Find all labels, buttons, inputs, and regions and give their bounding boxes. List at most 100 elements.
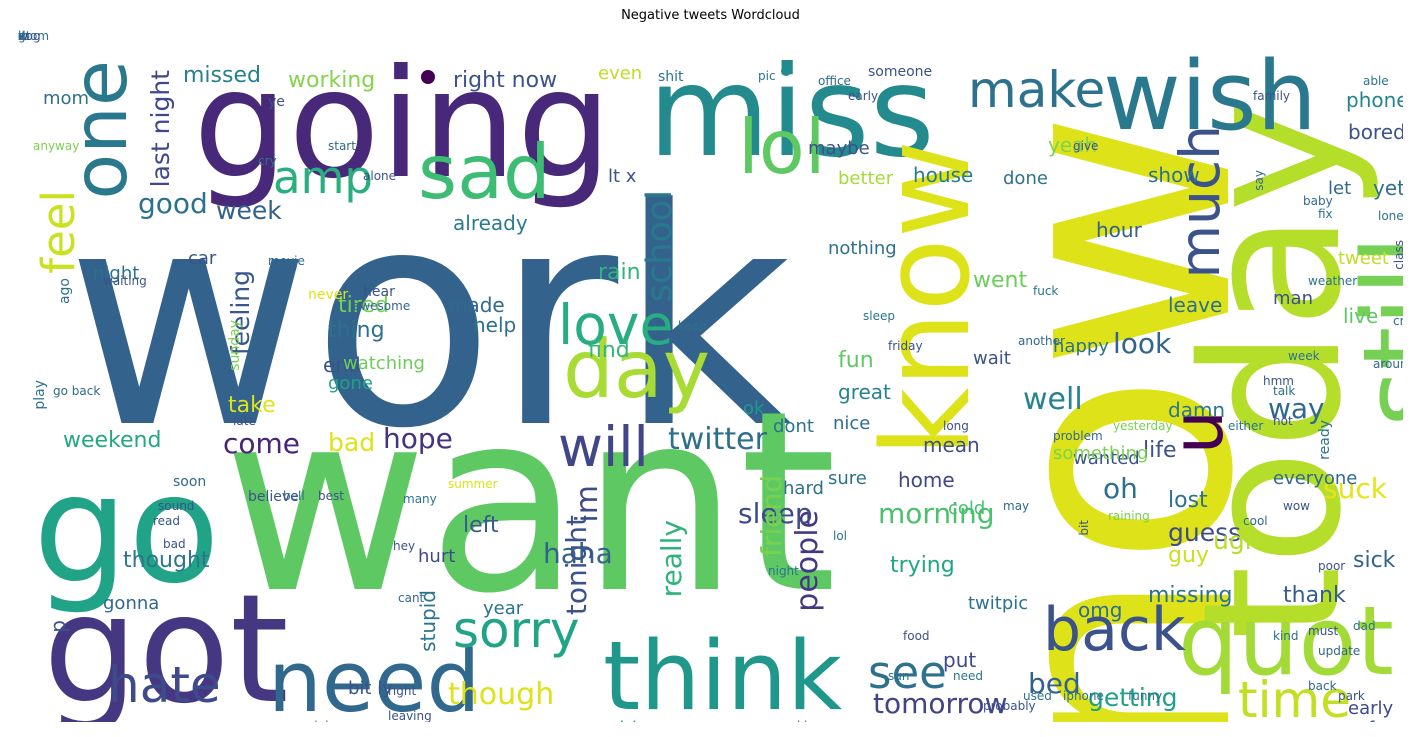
word-d: d bbox=[18, 30, 26, 43]
word-alone: alone bbox=[363, 169, 397, 183]
word-another: another bbox=[1018, 334, 1065, 348]
word-problem: problem bbox=[1053, 429, 1103, 443]
word-give: give bbox=[1073, 139, 1099, 153]
word-right: right bbox=[388, 684, 417, 698]
word-sleep: sleep bbox=[738, 497, 813, 530]
word-something: something bbox=[1053, 443, 1149, 464]
word-good: good bbox=[138, 187, 208, 220]
word-home: home bbox=[898, 468, 955, 492]
word-long: long bbox=[943, 419, 969, 433]
word-suck: suck bbox=[1323, 472, 1387, 505]
word-day: day bbox=[563, 323, 711, 416]
word-everyone: everyone bbox=[1273, 468, 1358, 489]
word-cool: cool bbox=[1243, 514, 1268, 528]
word-making: making bbox=[778, 720, 823, 722]
word-early: early bbox=[1348, 698, 1394, 719]
word-trying: trying bbox=[890, 553, 955, 578]
word-rain: rain bbox=[598, 260, 641, 285]
word-house: house bbox=[913, 163, 974, 187]
word-read: read bbox=[153, 514, 181, 528]
word-shit: shit bbox=[658, 69, 684, 85]
word-late: late bbox=[233, 414, 256, 428]
word-lol: lol bbox=[738, 103, 826, 191]
word-hear: hear bbox=[363, 284, 395, 300]
word-guy: guy bbox=[1168, 543, 1209, 568]
word-never: never bbox=[308, 287, 349, 303]
word-sure: sure bbox=[828, 468, 867, 489]
word-summer: summer bbox=[448, 477, 498, 491]
word-bell: bell bbox=[283, 489, 305, 503]
word-thank: thank bbox=[1283, 583, 1346, 608]
word-dad: dad bbox=[1353, 619, 1376, 633]
word-even: even bbox=[598, 63, 643, 84]
word-need: need bbox=[953, 669, 983, 683]
word-really: really bbox=[655, 520, 688, 598]
word-back: back bbox=[1043, 595, 1186, 665]
word-miss: miss bbox=[648, 40, 935, 185]
word-n: n bbox=[18, 30, 26, 43]
word-tired: tired bbox=[338, 293, 389, 318]
word-girl: girl bbox=[608, 720, 637, 723]
word-done: done bbox=[1003, 168, 1048, 189]
word-play: play bbox=[32, 380, 48, 410]
word-tomorrow: tomorrow bbox=[873, 687, 1008, 720]
word-missing: missing bbox=[1148, 583, 1233, 608]
word-able: able bbox=[1363, 74, 1389, 88]
word-see: see bbox=[868, 646, 947, 699]
word-crap: crap bbox=[1393, 314, 1403, 328]
word-anymore: anymore bbox=[1263, 720, 1343, 723]
word-leave: leave bbox=[1168, 293, 1223, 317]
word-dog: dog bbox=[18, 30, 41, 43]
word-help: help bbox=[473, 313, 517, 337]
word-waiting: waiting bbox=[103, 274, 147, 288]
word-lonely: lonely bbox=[1378, 209, 1403, 223]
word-believe: believe bbox=[248, 489, 299, 505]
word-gt: gt bbox=[18, 30, 31, 43]
word-update: update bbox=[1318, 644, 1361, 658]
word-great: great bbox=[838, 380, 891, 404]
word-getting: getting bbox=[1088, 683, 1178, 712]
word-made: made bbox=[448, 293, 505, 317]
word-back: back bbox=[1308, 679, 1337, 693]
word-mom: mom bbox=[43, 88, 90, 109]
word-soon: soon bbox=[173, 474, 207, 490]
word-food: food bbox=[903, 629, 930, 643]
word-well: well bbox=[1023, 382, 1083, 417]
word-night: night bbox=[93, 263, 140, 284]
word-find: find bbox=[588, 338, 630, 363]
word-fuck: fuck bbox=[1033, 284, 1059, 298]
word-hurt: hurt bbox=[418, 546, 456, 567]
word-haha: haha bbox=[543, 537, 613, 570]
word-live: live bbox=[1343, 304, 1379, 328]
word-hey: hey bbox=[393, 539, 416, 553]
word-week: week bbox=[216, 196, 282, 225]
word-leaving: leaving bbox=[388, 709, 432, 722]
word-cant: cant bbox=[398, 591, 425, 605]
word-poor: poor bbox=[1318, 559, 1346, 573]
word-quot: quot bbox=[1178, 587, 1394, 697]
word-pic: pic bbox=[758, 69, 776, 83]
word-fix: fix bbox=[1318, 207, 1333, 221]
word-week: week bbox=[1288, 349, 1320, 363]
word-ugh: ugh bbox=[1213, 526, 1261, 555]
word-say: say bbox=[1252, 170, 1266, 191]
word-last-night: last night bbox=[146, 70, 175, 188]
word-either: either bbox=[1228, 419, 1264, 433]
word-bad: bad bbox=[328, 428, 376, 457]
figure-title: Negative tweets Wordcloud bbox=[621, 8, 800, 23]
word-x: x bbox=[18, 30, 26, 43]
word-yesterday: yesterday bbox=[1113, 419, 1173, 433]
word-take: take bbox=[228, 393, 276, 418]
word-yet: yet bbox=[1373, 176, 1403, 200]
word-keep: keep bbox=[678, 319, 707, 333]
word-damn: damn bbox=[1168, 398, 1226, 422]
word-look: look bbox=[1113, 327, 1172, 360]
word-someone: someone bbox=[868, 64, 933, 80]
word-going: going bbox=[193, 38, 612, 212]
word-must: must bbox=[1308, 624, 1339, 638]
word-raining: raining bbox=[1108, 509, 1150, 523]
word-bored: bored bbox=[1348, 120, 1403, 144]
word-park: park bbox=[1338, 689, 1365, 703]
word-fun: fun bbox=[838, 348, 874, 373]
word-watching: watching bbox=[343, 353, 425, 374]
